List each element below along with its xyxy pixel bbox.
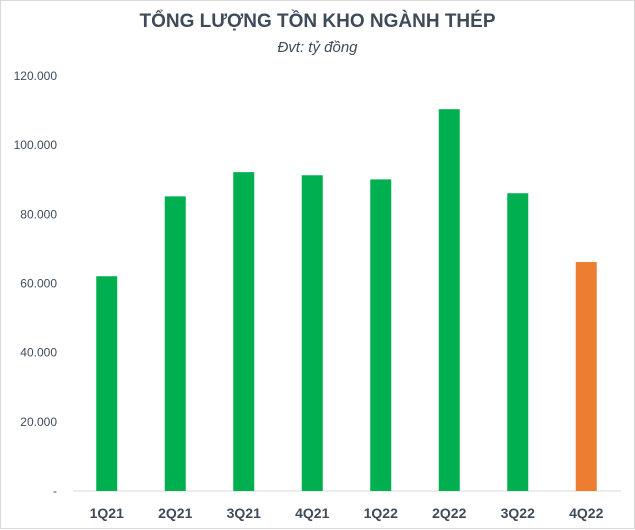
bar-1Q21 xyxy=(96,276,118,491)
y-tick-label: 40.000 xyxy=(20,346,57,360)
bar-1Q22 xyxy=(370,179,392,491)
y-tick-label: 80.000 xyxy=(20,207,57,221)
x-tick-label: 3Q21 xyxy=(227,505,261,521)
chart-subtitle: Đvt: tỷ đồng xyxy=(277,39,358,56)
x-tick-label: 1Q21 xyxy=(90,505,124,521)
x-tick-label: 4Q22 xyxy=(569,505,603,521)
x-tick-label: 2Q21 xyxy=(158,505,192,521)
y-tick-label: 120.000 xyxy=(14,69,58,83)
y-tick-label: 100.000 xyxy=(14,138,58,152)
bar-4Q21 xyxy=(301,175,323,492)
x-tick-label: 3Q22 xyxy=(501,505,535,521)
bar-3Q22 xyxy=(507,193,529,492)
bar-3Q21 xyxy=(233,172,255,491)
bar-4Q22 xyxy=(575,262,597,491)
x-tick-label: 4Q21 xyxy=(295,505,329,521)
x-tick-label: 2Q22 xyxy=(432,505,466,521)
y-tick-label: 60.000 xyxy=(20,277,57,291)
x-tick-label: 1Q22 xyxy=(364,505,398,521)
bar-2Q22 xyxy=(438,109,460,491)
bar-2Q21 xyxy=(164,196,186,491)
chart-title: TỔNG LƯỢNG TỒN KHO NGÀNH THÉP xyxy=(139,11,496,32)
y-tick-label: - xyxy=(53,484,57,498)
y-tick-label: 20.000 xyxy=(20,415,57,429)
